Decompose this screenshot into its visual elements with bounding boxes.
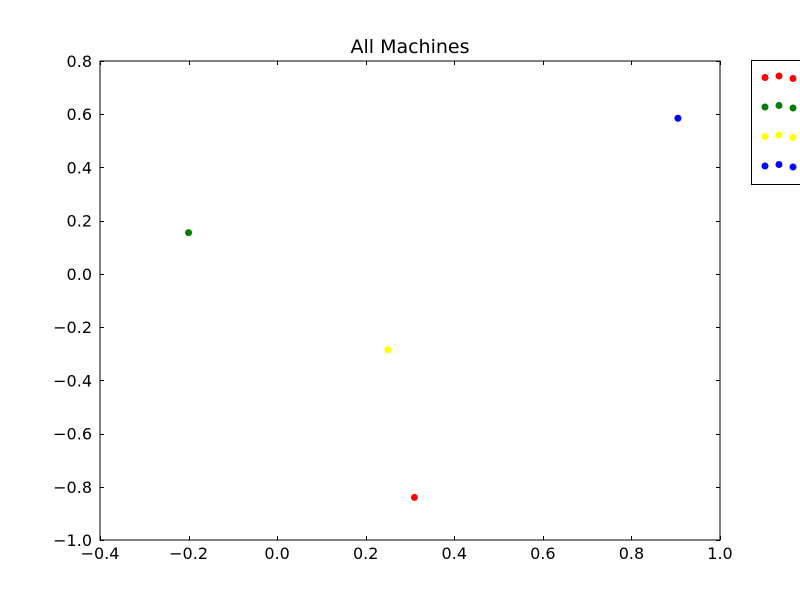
legend bbox=[751, 60, 800, 185]
x-tick-label: −0.4 bbox=[81, 544, 120, 563]
legend-marker bbox=[789, 134, 797, 141]
x-tick-label: 0.4 bbox=[442, 544, 467, 563]
legend-marker bbox=[789, 163, 797, 171]
plot-area: −0.4 −0.2 0.0 0.2 0.4 0.6 0.8 1.0 −1.0 −0.8 −0.6 −0… bbox=[53, 52, 733, 563]
legend-marker bbox=[775, 102, 783, 109]
y-tick-label: −0.4 bbox=[53, 371, 92, 390]
data-point bbox=[384, 346, 392, 354]
x-tick-label: 0.8 bbox=[619, 544, 644, 563]
y-tick-label: −1.0 bbox=[53, 531, 92, 550]
x-tick-label: −0.2 bbox=[169, 544, 208, 563]
data-point bbox=[410, 493, 418, 501]
y-tick-label: −0.2 bbox=[53, 318, 92, 337]
y-tick-label: 0.6 bbox=[67, 105, 92, 124]
legend-marker bbox=[775, 161, 783, 168]
legend-marker bbox=[761, 162, 769, 170]
axes-frame bbox=[99, 60, 721, 541]
legend-marker bbox=[761, 74, 769, 81]
legend-marker bbox=[775, 131, 783, 139]
y-tick-label: −0.6 bbox=[53, 425, 92, 444]
y-tick-label: 0.8 bbox=[67, 52, 92, 71]
x-tick-label: 0.0 bbox=[264, 544, 289, 563]
data-point bbox=[185, 229, 193, 237]
legend-marker bbox=[761, 103, 769, 111]
chart-title: All Machines bbox=[350, 36, 469, 58]
legend-marker bbox=[775, 72, 783, 80]
legend-marker bbox=[789, 75, 797, 82]
x-tick-label: 1.0 bbox=[707, 544, 732, 563]
legend-marker bbox=[789, 104, 797, 112]
y-tick-label: 0.0 bbox=[67, 265, 92, 284]
x-tick-label: 0.2 bbox=[353, 544, 378, 563]
y-tick-label: 0.2 bbox=[67, 212, 92, 231]
legend-marker bbox=[761, 133, 769, 140]
y-tick-label: 0.4 bbox=[67, 158, 92, 177]
data-point bbox=[674, 114, 682, 122]
y-tick-label: −0.8 bbox=[53, 478, 92, 497]
x-tick-label: 0.6 bbox=[530, 544, 555, 563]
